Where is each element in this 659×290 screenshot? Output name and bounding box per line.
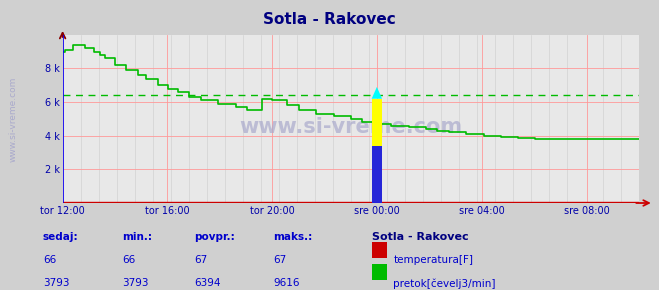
Text: 6394: 6394 <box>194 278 221 288</box>
Polygon shape <box>372 87 382 99</box>
Text: 67: 67 <box>273 255 287 265</box>
Bar <box>372 99 382 203</box>
Bar <box>372 146 382 203</box>
Text: Sotla - Rakovec: Sotla - Rakovec <box>263 12 396 27</box>
Text: 3793: 3793 <box>43 278 69 288</box>
Text: temperatura[F]: temperatura[F] <box>393 255 473 265</box>
Text: maks.:: maks.: <box>273 232 313 242</box>
Text: pretok[čevelj3/min]: pretok[čevelj3/min] <box>393 278 496 289</box>
Text: min.:: min.: <box>122 232 152 242</box>
Text: www.si-vreme.com: www.si-vreme.com <box>239 117 463 137</box>
Text: povpr.:: povpr.: <box>194 232 235 242</box>
Text: 66: 66 <box>122 255 135 265</box>
Text: 66: 66 <box>43 255 56 265</box>
Text: www.si-vreme.com: www.si-vreme.com <box>9 76 18 162</box>
Text: 3793: 3793 <box>122 278 148 288</box>
Text: 9616: 9616 <box>273 278 300 288</box>
Text: 67: 67 <box>194 255 208 265</box>
Text: Sotla - Rakovec: Sotla - Rakovec <box>372 232 469 242</box>
Text: sedaj:: sedaj: <box>43 232 78 242</box>
